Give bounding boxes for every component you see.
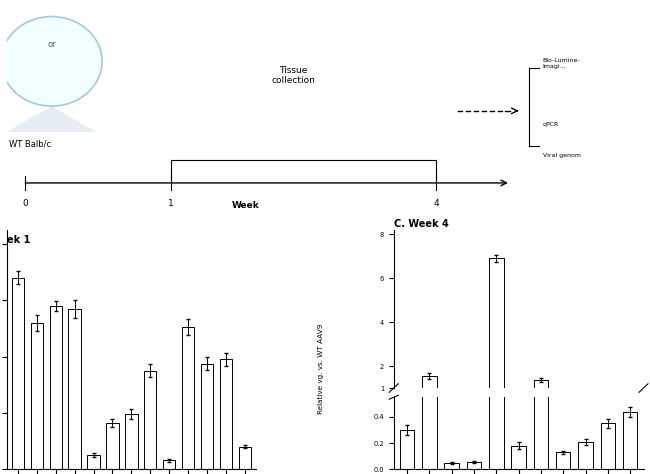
Text: 4: 4 (434, 199, 439, 208)
Bar (445, 409, 459, 410)
Bar (623, 401, 638, 410)
Text: C. Week 4: C. Week 4 (394, 219, 448, 229)
Bar (422, 376, 437, 410)
Bar (601, 423, 615, 469)
Bar (578, 442, 593, 469)
Bar (107, 423, 119, 469)
Bar (400, 430, 414, 469)
Bar (445, 463, 459, 469)
Text: ek 1: ek 1 (7, 235, 31, 245)
Bar (31, 323, 43, 469)
Bar (182, 327, 194, 469)
Text: 0: 0 (22, 199, 28, 208)
Y-axis label: Relative vg. vs. WT AAV9: Relative vg. vs. WT AAV9 (318, 323, 324, 414)
Bar (578, 405, 593, 410)
Bar (144, 371, 157, 469)
Bar (125, 414, 138, 469)
Bar (422, 266, 437, 469)
Bar (467, 409, 481, 410)
Bar (512, 406, 526, 410)
Text: Week: Week (231, 201, 259, 210)
Text: Tissue
collection: Tissue collection (271, 66, 315, 85)
Bar (534, 292, 548, 469)
Polygon shape (6, 106, 97, 132)
Circle shape (1, 17, 102, 106)
Bar (489, 0, 504, 469)
Bar (220, 359, 232, 469)
Text: Viral genom: Viral genom (543, 153, 580, 158)
Bar (163, 460, 176, 469)
Bar (512, 446, 526, 469)
Bar (556, 452, 571, 469)
Text: 1: 1 (168, 199, 174, 208)
Bar (467, 462, 481, 469)
Bar (87, 455, 99, 469)
Bar (556, 407, 571, 410)
Text: Bio-Lumine-
Imagi...: Bio-Lumine- Imagi... (543, 58, 580, 69)
Bar (239, 447, 251, 469)
Text: WT Balb/c: WT Balb/c (9, 139, 51, 148)
Bar (601, 402, 615, 410)
Bar (489, 258, 504, 410)
Bar (534, 380, 548, 410)
Bar (623, 411, 638, 469)
Text: qPCR: qPCR (543, 122, 559, 128)
Bar (68, 309, 81, 469)
Bar (400, 403, 414, 410)
Bar (49, 306, 62, 469)
Bar (201, 364, 213, 469)
Bar (12, 278, 24, 469)
Text: or: or (47, 40, 56, 49)
